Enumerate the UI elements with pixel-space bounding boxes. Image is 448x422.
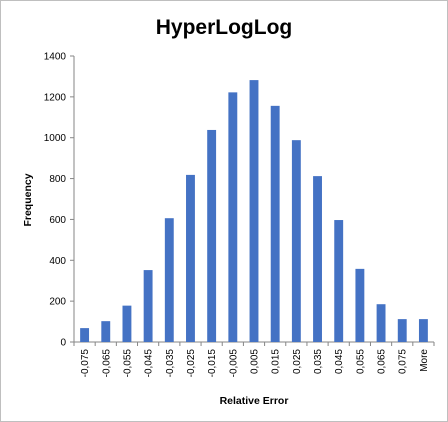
x-tick-label: -0,005: [228, 349, 239, 378]
x-tick-label: 0,035: [313, 349, 324, 374]
plot-area: 0 200 400 600 800 1000 1200 1400 -0,075 -0,065 -0,…: [44, 52, 435, 378]
bar: [122, 305, 132, 342]
x-tick-label: -0,035: [165, 349, 176, 378]
x-tick-label: 0,075: [398, 349, 409, 374]
y-tick-label: 200: [49, 297, 66, 308]
x-tick-label: -0,065: [101, 349, 112, 378]
x-tick-label: 0,025: [292, 349, 303, 374]
bar: [418, 319, 428, 342]
x-tick-label: -0,015: [207, 349, 218, 378]
x-tick-label: 0,045: [334, 349, 345, 374]
bar: [80, 328, 90, 342]
bar: [313, 176, 322, 342]
x-tick-label: 0,005: [250, 349, 261, 374]
bar: [101, 321, 111, 342]
bar: [397, 319, 407, 342]
x-tick-label: -0,075: [80, 349, 91, 378]
y-tick-label: 600: [49, 215, 66, 226]
y-axis-title: Frequency: [22, 173, 34, 226]
bar: [334, 220, 344, 342]
bar: [207, 129, 217, 342]
bar: [228, 92, 238, 342]
chart-title: HyperLogLog: [156, 16, 293, 39]
bar: [249, 80, 259, 342]
bar: [164, 218, 174, 342]
bar: [291, 140, 301, 342]
bar: [143, 270, 153, 342]
x-tick-label: -0,025: [186, 349, 197, 378]
bar: [376, 304, 386, 342]
x-tick-label: 0,015: [271, 349, 282, 374]
x-axis-title: Relative Error: [220, 395, 289, 407]
y-tick-label: 0: [60, 338, 66, 349]
y-tick-label: 400: [49, 256, 66, 267]
x-tick-label: 0,055: [355, 349, 366, 374]
y-tick-label: 1000: [44, 133, 67, 144]
x-tick-label: -0,055: [122, 349, 133, 378]
x-tick-label: More: [419, 349, 430, 372]
y-tick-label: 800: [49, 174, 66, 185]
x-tick-label: 0,065: [377, 349, 388, 374]
y-tick-label: 1400: [44, 52, 67, 63]
bar: [186, 174, 195, 342]
bar: [355, 268, 365, 342]
y-tick-label: 1200: [44, 92, 67, 103]
bar: [270, 105, 280, 343]
x-tick-label: -0,045: [144, 349, 155, 378]
